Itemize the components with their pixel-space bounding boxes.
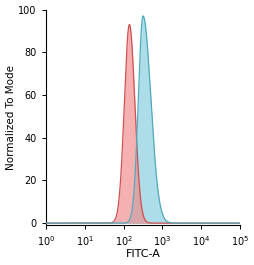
Y-axis label: Normalized To Mode: Normalized To Mode — [6, 65, 15, 170]
X-axis label: FITC-A: FITC-A — [125, 249, 160, 259]
